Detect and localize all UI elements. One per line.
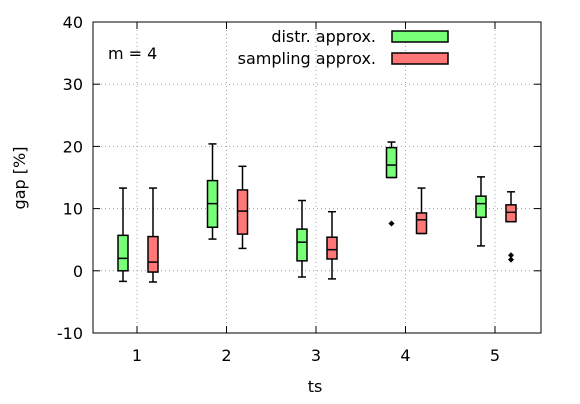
- x-tick-label: 2: [221, 346, 231, 365]
- y-tick-label: 20: [63, 137, 83, 156]
- box-iqr: [475, 195, 487, 219]
- legend-label: sampling approx.: [238, 49, 376, 68]
- box-distr-3: [296, 199, 308, 278]
- x-axis-label: ts: [308, 377, 323, 396]
- box-series: [117, 141, 517, 283]
- legend: distr. approx. sampling approx.: [238, 27, 449, 68]
- box-iqr: [415, 212, 428, 235]
- grid-lines: [93, 22, 541, 333]
- y-axis-label: gap [%]: [10, 147, 29, 210]
- outlier-point: [508, 256, 514, 263]
- box-distr-2: [206, 143, 219, 240]
- box-sampling-2: [236, 165, 249, 250]
- x-tick-label: 4: [400, 346, 410, 365]
- x-tick-label: 5: [490, 346, 500, 365]
- box-distr-4: [385, 141, 398, 227]
- box-sampling-5: [505, 191, 517, 263]
- x-axis-ticks: 1 2 3 4 5: [132, 22, 500, 365]
- legend-swatch: [391, 52, 449, 65]
- y-tick-label: 40: [63, 13, 83, 32]
- box-iqr: [147, 235, 159, 273]
- y-tick-label: -10: [57, 324, 83, 343]
- y-tick-label: 30: [63, 75, 83, 94]
- x-tick-label: 3: [311, 346, 321, 365]
- box-sampling-3: [326, 210, 338, 280]
- legend-label: distr. approx.: [271, 27, 376, 46]
- legend-swatch: [391, 30, 449, 43]
- box-iqr: [236, 189, 249, 235]
- box-iqr: [326, 236, 338, 260]
- box-sampling-1: [147, 187, 159, 283]
- box-sampling-4: [415, 187, 428, 235]
- y-axis-ticks: -10 0 10 20 30 40: [57, 13, 541, 343]
- box-iqr: [385, 146, 398, 179]
- box-iqr: [505, 204, 517, 223]
- outlier-point: [388, 220, 395, 227]
- plot-border: [92, 21, 542, 334]
- y-tick-label: 10: [63, 200, 83, 219]
- box-iqr: [117, 234, 129, 272]
- box-iqr: [296, 228, 308, 262]
- plot-frame: [92, 21, 542, 334]
- y-tick-label: 0: [73, 262, 83, 281]
- box-distr-5: [475, 176, 487, 247]
- x-tick-label: 1: [132, 346, 142, 365]
- annotation-label: m = 4: [108, 44, 157, 63]
- outlier-point: [508, 252, 514, 259]
- box-distr-1: [117, 187, 129, 283]
